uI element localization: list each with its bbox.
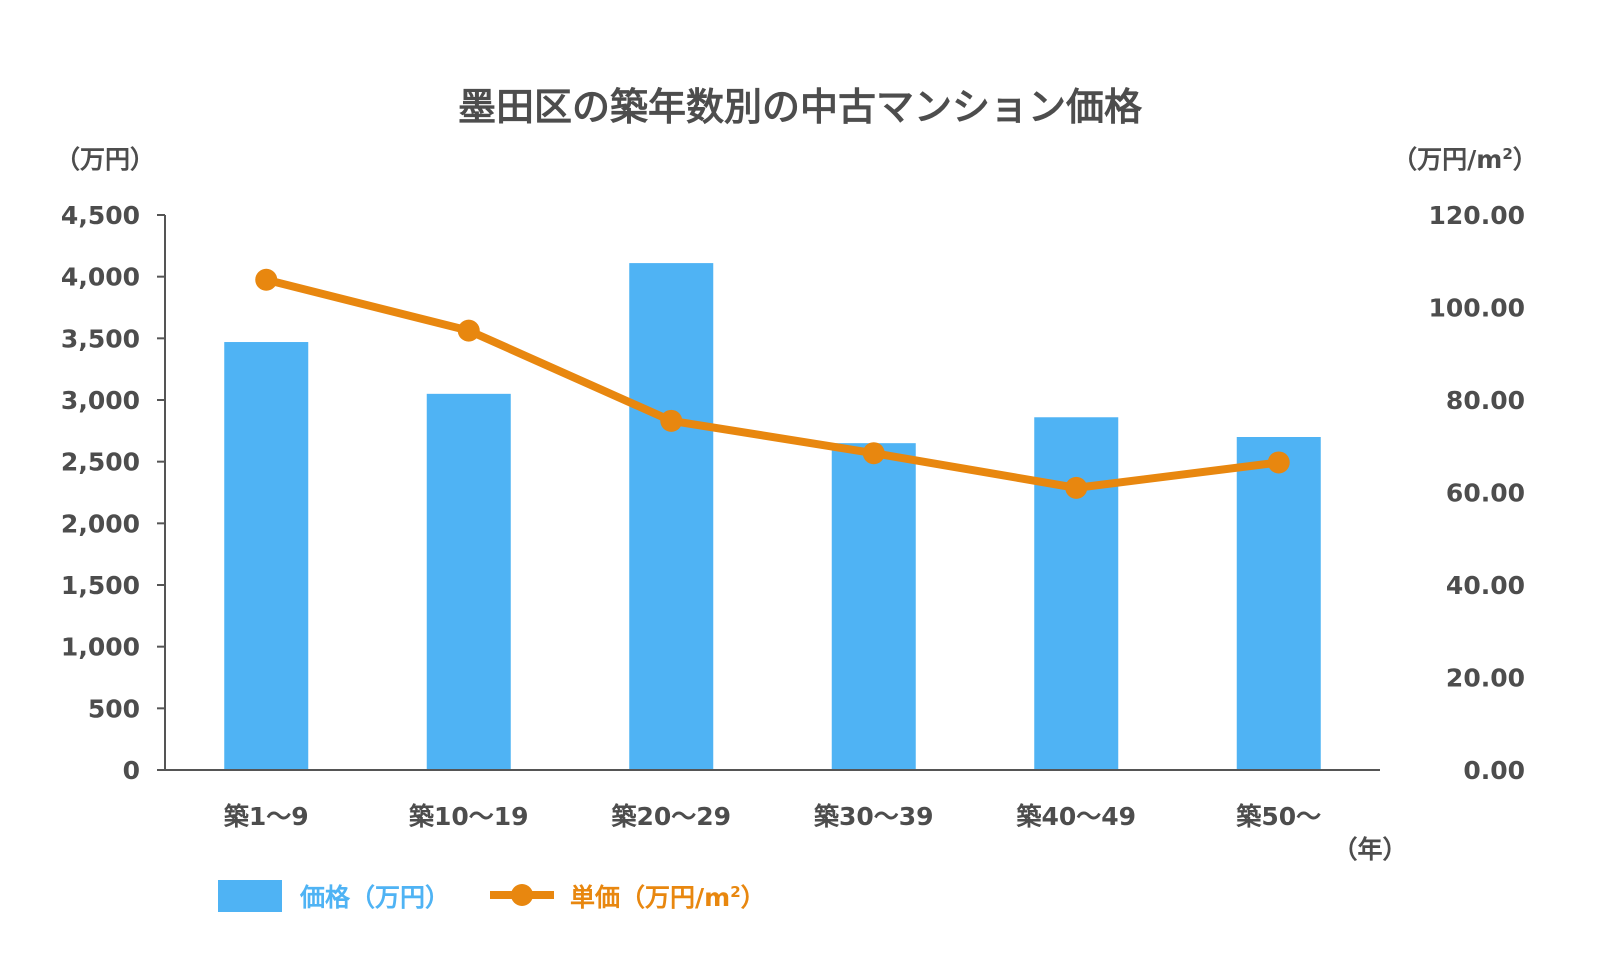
bar-4 — [831, 443, 916, 770]
category-label: 築30〜39 — [813, 802, 934, 831]
left-tick-label: 4,500 — [61, 201, 140, 230]
bar-2 — [426, 393, 511, 770]
left-tick-label: 2,000 — [61, 509, 140, 538]
legend-line-marker — [511, 884, 533, 906]
right-tick-label: 40.00 — [1446, 571, 1525, 600]
legend-bar-label: 価格（万円） — [299, 883, 450, 912]
category-label: 築40〜49 — [1015, 802, 1136, 831]
legend-bar-swatch — [218, 880, 282, 912]
legend: 価格（万円） 単価（万円/m2） — [218, 880, 766, 912]
unit-price-line — [262, 275, 1283, 492]
labels-layer: 0 500 1,000 1,500 2,000 2,500 3,000 3,500 4,000 4… — [61, 201, 1525, 831]
left-axis-unit-label: （万円） — [55, 145, 155, 174]
left-tick-label: 4,000 — [61, 263, 140, 292]
right-tick-label: 20.00 — [1446, 664, 1525, 693]
left-tick-label: 1,000 — [61, 633, 140, 662]
left-tick-label: 0 — [123, 756, 140, 785]
category-label: 築10〜19 — [408, 802, 529, 831]
legend-line-label: 単価（万円/m2） — [570, 883, 766, 912]
bars-layer — [224, 263, 1321, 770]
right-tick-label: 80.00 — [1446, 386, 1525, 415]
line-layer — [255, 268, 1290, 499]
unit-price-point-6 — [1267, 451, 1290, 474]
left-tick-label: 3,500 — [61, 324, 140, 353]
unit-price-point-1 — [255, 268, 278, 291]
left-tick-label: 1,500 — [61, 571, 140, 600]
right-tick-label: 0.00 — [1463, 756, 1525, 785]
bar-1 — [224, 342, 309, 770]
unit-price-point-2 — [457, 319, 480, 342]
left-tick-label: 3,000 — [61, 386, 140, 415]
category-label: 築50〜 — [1235, 802, 1321, 831]
category-label: 築1〜9 — [223, 802, 309, 831]
right-axis-unit-label: （万円/m2） — [1392, 145, 1538, 174]
left-tick-label: 500 — [88, 694, 140, 723]
chart-title: 墨田区の築年数別の中古マンション価格 — [458, 85, 1143, 129]
bar-3 — [629, 263, 714, 770]
left-tick-label: 2,500 — [61, 448, 140, 477]
right-tick-label: 120.00 — [1429, 201, 1525, 230]
unit-price-point-5 — [1065, 476, 1088, 499]
category-label: 築20〜29 — [610, 802, 731, 831]
right-tick-label: 100.00 — [1429, 294, 1525, 323]
unit-price-point-3 — [660, 409, 683, 432]
x-axis-unit-label: （年） — [1332, 835, 1407, 864]
axes-layer — [157, 214, 1380, 771]
bar-6 — [1236, 437, 1321, 770]
right-tick-label: 60.00 — [1446, 479, 1525, 508]
unit-price-point-4 — [862, 442, 885, 465]
bar-5 — [1034, 417, 1119, 770]
